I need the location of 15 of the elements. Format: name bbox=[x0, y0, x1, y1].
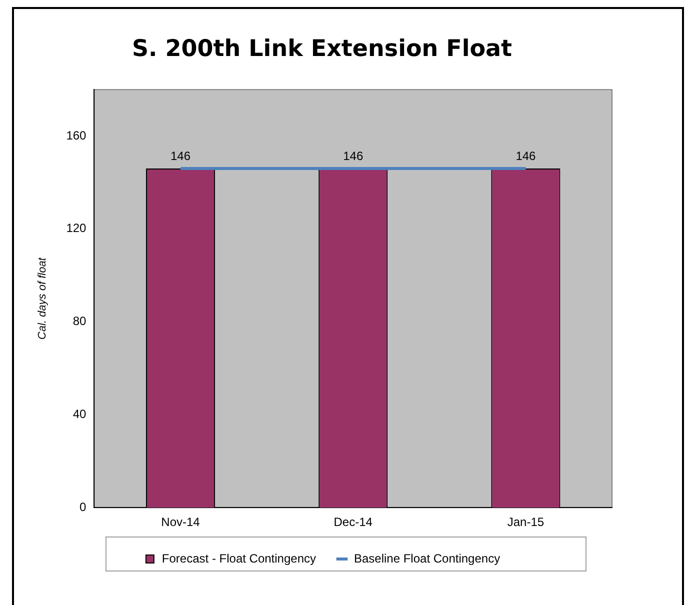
x-tick-label: Dec-14 bbox=[334, 515, 373, 530]
y-tick-label: 40 bbox=[72, 407, 87, 422]
x-tick-label: Nov-14 bbox=[161, 515, 200, 530]
data-label: 146 bbox=[170, 148, 191, 163]
legend-label: Forecast - Float Contingency bbox=[162, 551, 316, 566]
legend-label: Baseline Float Contingency bbox=[354, 551, 500, 566]
data-label: 146 bbox=[516, 148, 536, 163]
y-tick-label: 80 bbox=[72, 314, 87, 328]
y-tick-label: 0 bbox=[80, 500, 87, 514]
y-tick-label: 120 bbox=[66, 221, 87, 236]
data-label: 146 bbox=[343, 148, 364, 163]
chart-title: S. 200th Link Extension Float bbox=[132, 36, 512, 62]
y-tick-label: 160 bbox=[66, 128, 87, 142]
x-tick-label: Jan-15 bbox=[507, 515, 544, 530]
y-axis-title: Cal. days of float bbox=[36, 256, 49, 340]
